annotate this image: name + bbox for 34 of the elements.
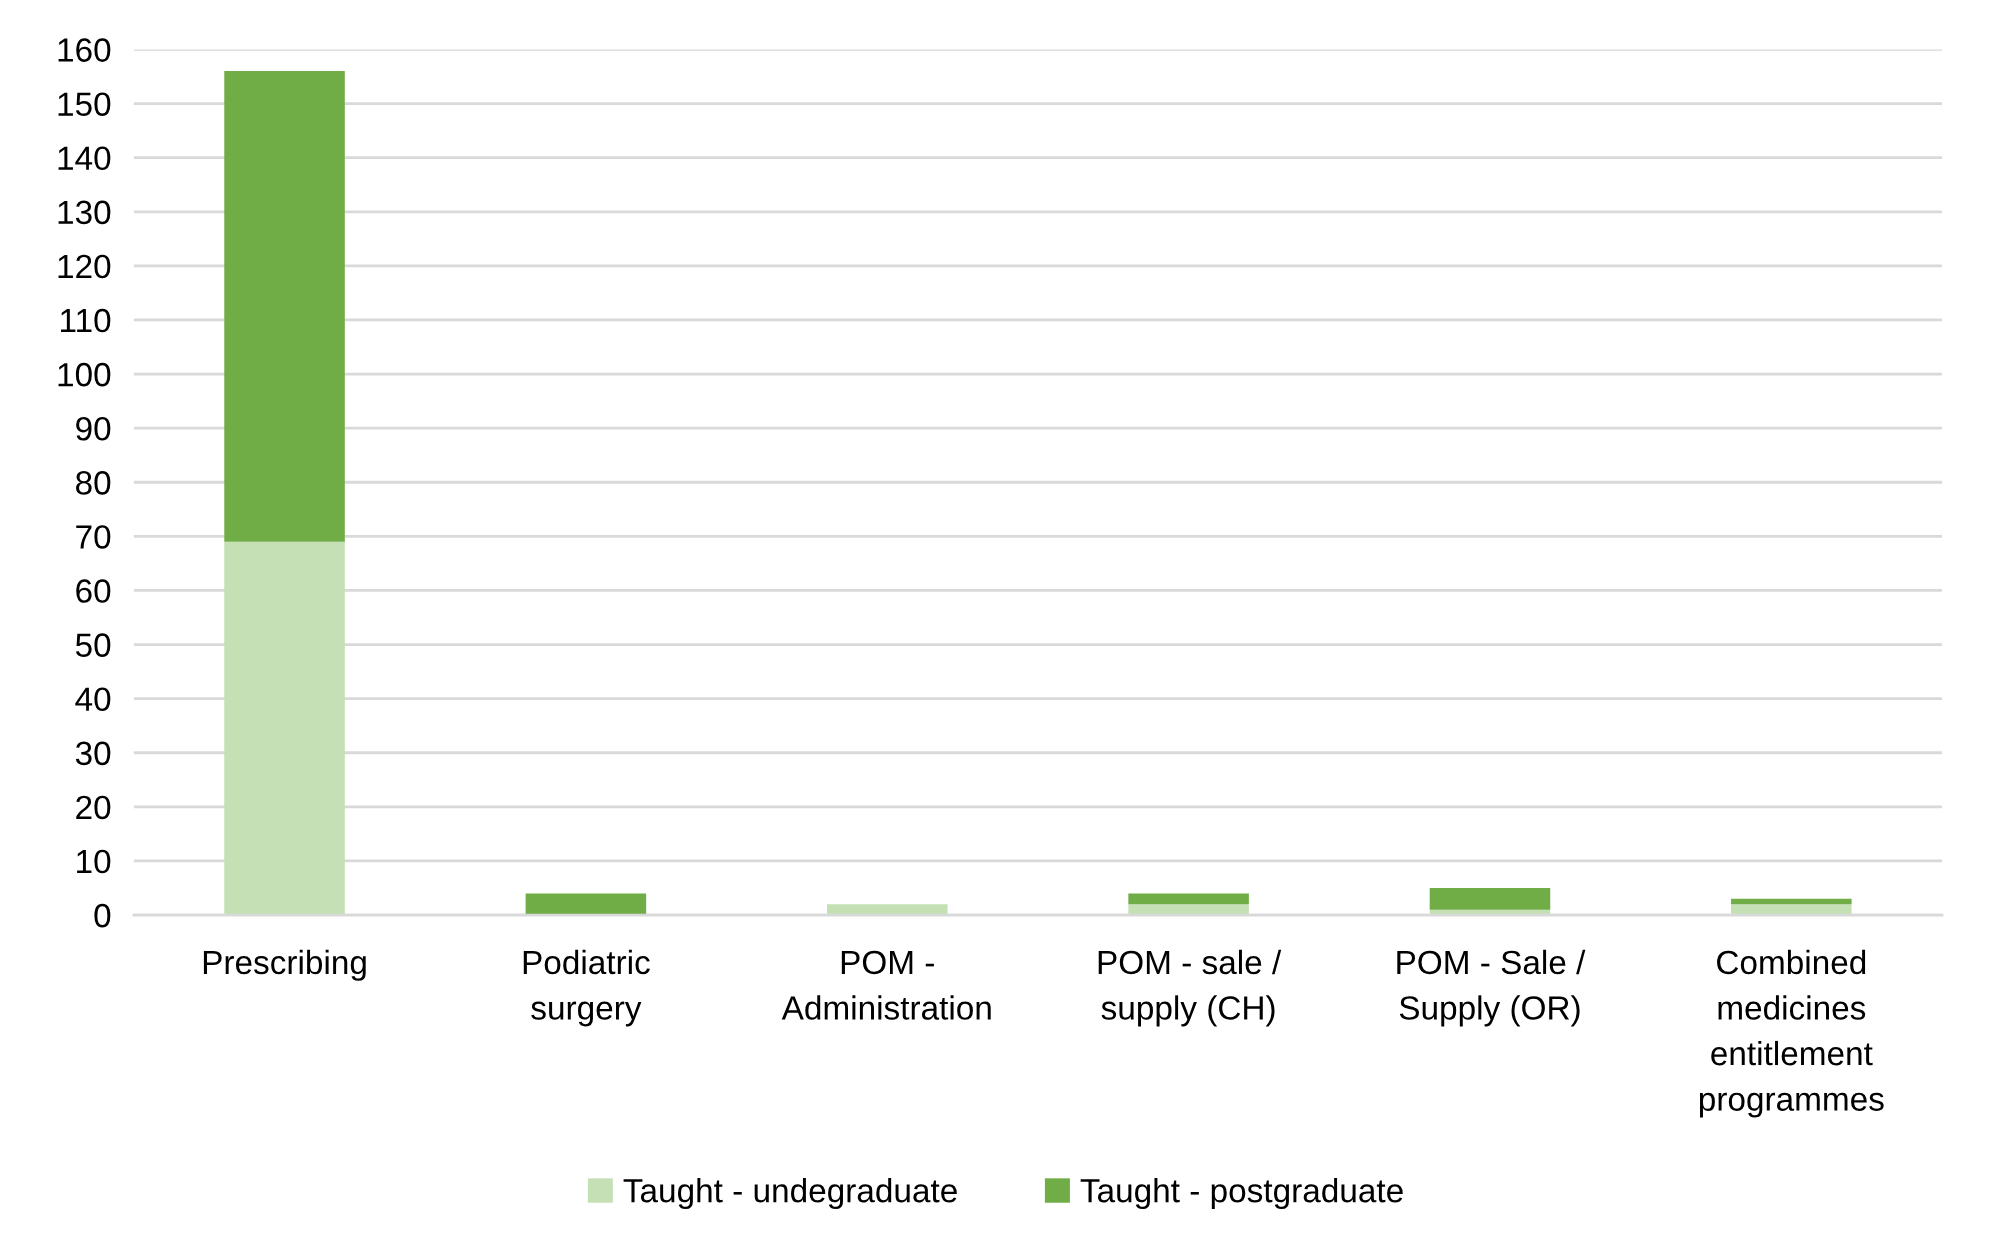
y-tick-label: 0 (94, 903, 111, 928)
y-tick-label: 130 (58, 200, 111, 225)
x-tick-label: Combined medicines entitlement programmes (1699, 949, 1884, 1118)
y-tick-label: 100 (58, 362, 111, 387)
legend-label: Taught - postgraduate (1080, 1178, 1403, 1210)
x-tick-label: Podiatric surgery (523, 949, 650, 1027)
bar (1128, 904, 1249, 916)
y-tick-label: 140 (58, 146, 111, 171)
y-tick-label: 110 (61, 308, 111, 333)
bar (1128, 893, 1249, 905)
bar (1731, 898, 1852, 905)
x-tick-label: POM - sale / supply (CH) (1098, 949, 1282, 1027)
y-tick-label: 160 (58, 38, 111, 62)
bar (224, 71, 345, 542)
bar (224, 541, 345, 916)
y-tick-label: 120 (58, 254, 111, 279)
y-tick-label: 150 (58, 92, 111, 116)
legend-label: Taught - undegraduate (623, 1178, 957, 1210)
y-tick-label: 10 (77, 849, 111, 874)
y-tick-label: 40 (75, 687, 111, 712)
bar (826, 904, 948, 916)
bar (525, 893, 647, 916)
y-tick-label: 80 (76, 471, 111, 495)
bar (1429, 887, 1551, 910)
y-tick-label: 30 (75, 741, 111, 766)
bar (1731, 904, 1852, 916)
x-tick-label: Prescribing (203, 949, 366, 981)
y-tick-label: 70 (76, 525, 111, 549)
y-tick-label: 20 (76, 795, 111, 820)
y-tick-label: 90 (76, 416, 111, 441)
x-tick-label: POM - Sale / Supply (OR) (1397, 949, 1586, 1027)
x-tick-label: POM - Administration (781, 950, 991, 1020)
y-tick-label: 60 (76, 579, 111, 603)
y-tick-label: 50 (75, 633, 111, 657)
